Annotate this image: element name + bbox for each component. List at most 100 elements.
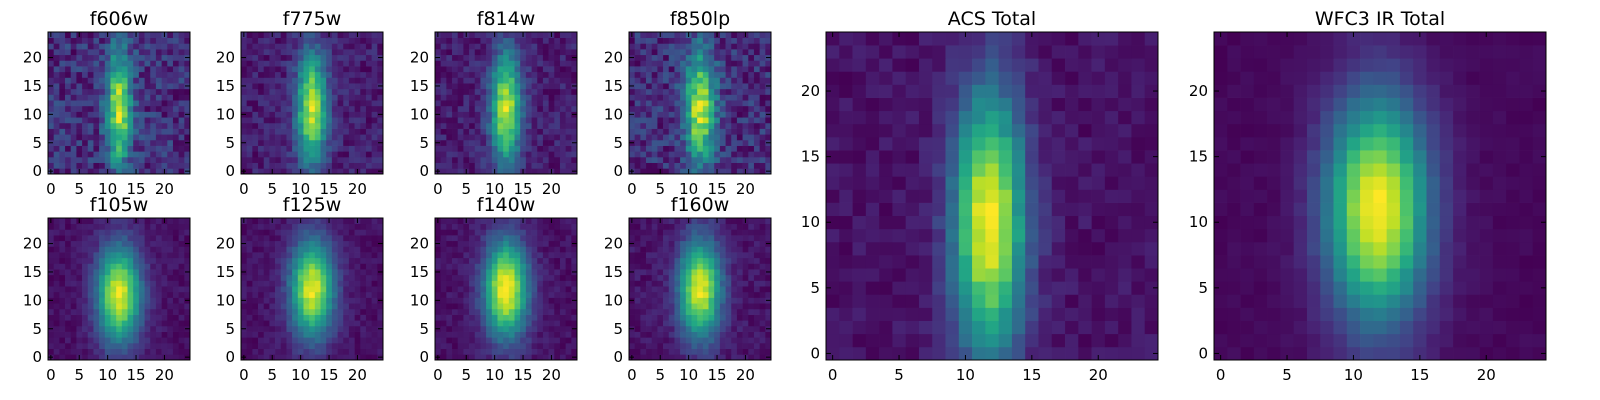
heatmap-cell — [663, 156, 670, 163]
heatmap-cell — [309, 105, 316, 112]
heatmap-cell — [70, 320, 77, 327]
heatmap-cell — [457, 100, 464, 107]
heatmap-cell — [708, 71, 715, 78]
heatmap-cell — [736, 100, 743, 107]
heatmap-cell — [497, 111, 504, 118]
heatmap-cell — [548, 49, 555, 56]
heatmap-cell — [731, 60, 738, 67]
heatmap-cell — [138, 66, 145, 73]
heatmap-cell — [736, 139, 743, 146]
heatmap-cell — [309, 342, 316, 349]
heatmap-cell — [371, 325, 378, 332]
heatmap-cell — [127, 218, 134, 225]
heatmap-cell — [651, 348, 658, 355]
heatmap-cell — [520, 139, 527, 146]
heatmap-cell — [435, 37, 442, 44]
heatmap-cell — [354, 325, 361, 332]
heatmap-cell — [133, 77, 140, 84]
heatmap-cell — [503, 134, 510, 141]
heatmap-cell — [542, 168, 549, 175]
heatmap-cell — [365, 348, 372, 355]
heatmap-cell — [565, 246, 572, 253]
heatmap-cell — [99, 77, 106, 84]
heatmap-cell — [172, 320, 179, 327]
heatmap-cell — [53, 354, 60, 361]
heatmap-cell — [503, 331, 510, 338]
heatmap-cell — [275, 348, 282, 355]
heatmap-cell — [263, 83, 270, 90]
heatmap-cell — [309, 49, 316, 56]
heatmap-cell — [742, 320, 749, 327]
heatmap-cell — [514, 229, 521, 236]
heatmap-cell — [542, 354, 549, 361]
heatmap-cell — [303, 162, 310, 169]
heatmap-cell — [161, 105, 168, 112]
heatmap-cell — [167, 354, 174, 361]
heatmap-cell — [646, 274, 653, 281]
heatmap-cell — [93, 88, 100, 95]
heatmap-cell — [269, 156, 276, 163]
heatmap-cell — [99, 337, 106, 344]
heatmap-cell — [759, 168, 766, 175]
heatmap-cell — [565, 337, 572, 344]
heatmap-cell — [657, 37, 664, 44]
heatmap-cell — [70, 151, 77, 158]
heatmap-cell — [184, 218, 191, 225]
heatmap-cell — [736, 337, 743, 344]
heatmap-cell — [480, 252, 487, 259]
heatmap-cell — [161, 280, 168, 287]
heatmap-cell — [116, 286, 123, 293]
heatmap-cell — [520, 151, 527, 158]
heatmap-cell — [457, 32, 464, 39]
heatmap-cell — [463, 100, 470, 107]
heatmap-cell — [657, 145, 664, 152]
heatmap-cell — [155, 246, 162, 253]
heatmap-cell — [663, 88, 670, 95]
heatmap-cell — [559, 168, 566, 175]
heatmap-cell — [116, 337, 123, 344]
heatmap-cell — [144, 229, 151, 236]
heatmap-cell — [87, 111, 94, 118]
heatmap-cell — [525, 122, 532, 129]
heatmap-cell — [93, 331, 100, 338]
heatmap-cell — [680, 100, 687, 107]
heatmap-cell — [48, 303, 55, 310]
heatmap-cell — [138, 331, 145, 338]
heatmap-cell — [377, 37, 384, 44]
heatmap-cell — [258, 105, 265, 112]
heatmap-cell — [144, 139, 151, 146]
heatmap-cell — [172, 342, 179, 349]
heatmap-cell — [354, 117, 361, 124]
heatmap-cell — [559, 111, 566, 118]
heatmap-cell — [360, 105, 367, 112]
heatmap-cell — [252, 105, 259, 112]
heatmap-cell — [537, 223, 544, 230]
heatmap-cell — [714, 308, 721, 315]
heatmap-cell — [663, 269, 670, 276]
heatmap-cell — [531, 94, 538, 101]
x-tick-label: 20 — [542, 366, 561, 384]
heatmap-cell — [280, 162, 287, 169]
heatmap-cell — [354, 71, 361, 78]
heatmap-cell — [70, 83, 77, 90]
heatmap-cell — [640, 54, 647, 61]
heatmap-cell — [121, 83, 128, 90]
heatmap-cell — [269, 49, 276, 56]
heatmap-cell — [286, 139, 293, 146]
heatmap-cell — [748, 331, 755, 338]
heatmap-cell — [663, 280, 670, 287]
heatmap-cell — [531, 145, 538, 152]
heatmap-cell — [178, 246, 185, 253]
heatmap-cell — [525, 354, 532, 361]
heatmap-cell — [640, 145, 647, 152]
heatmap-cell — [514, 49, 521, 56]
heatmap-cell — [480, 297, 487, 304]
heatmap-cell — [70, 54, 77, 61]
heatmap-cell — [252, 342, 259, 349]
heatmap-cell — [474, 162, 481, 169]
heatmap-cell — [354, 134, 361, 141]
heatmap-cell — [452, 308, 459, 315]
heatmap-cell — [286, 168, 293, 175]
heatmap-cell — [110, 54, 117, 61]
